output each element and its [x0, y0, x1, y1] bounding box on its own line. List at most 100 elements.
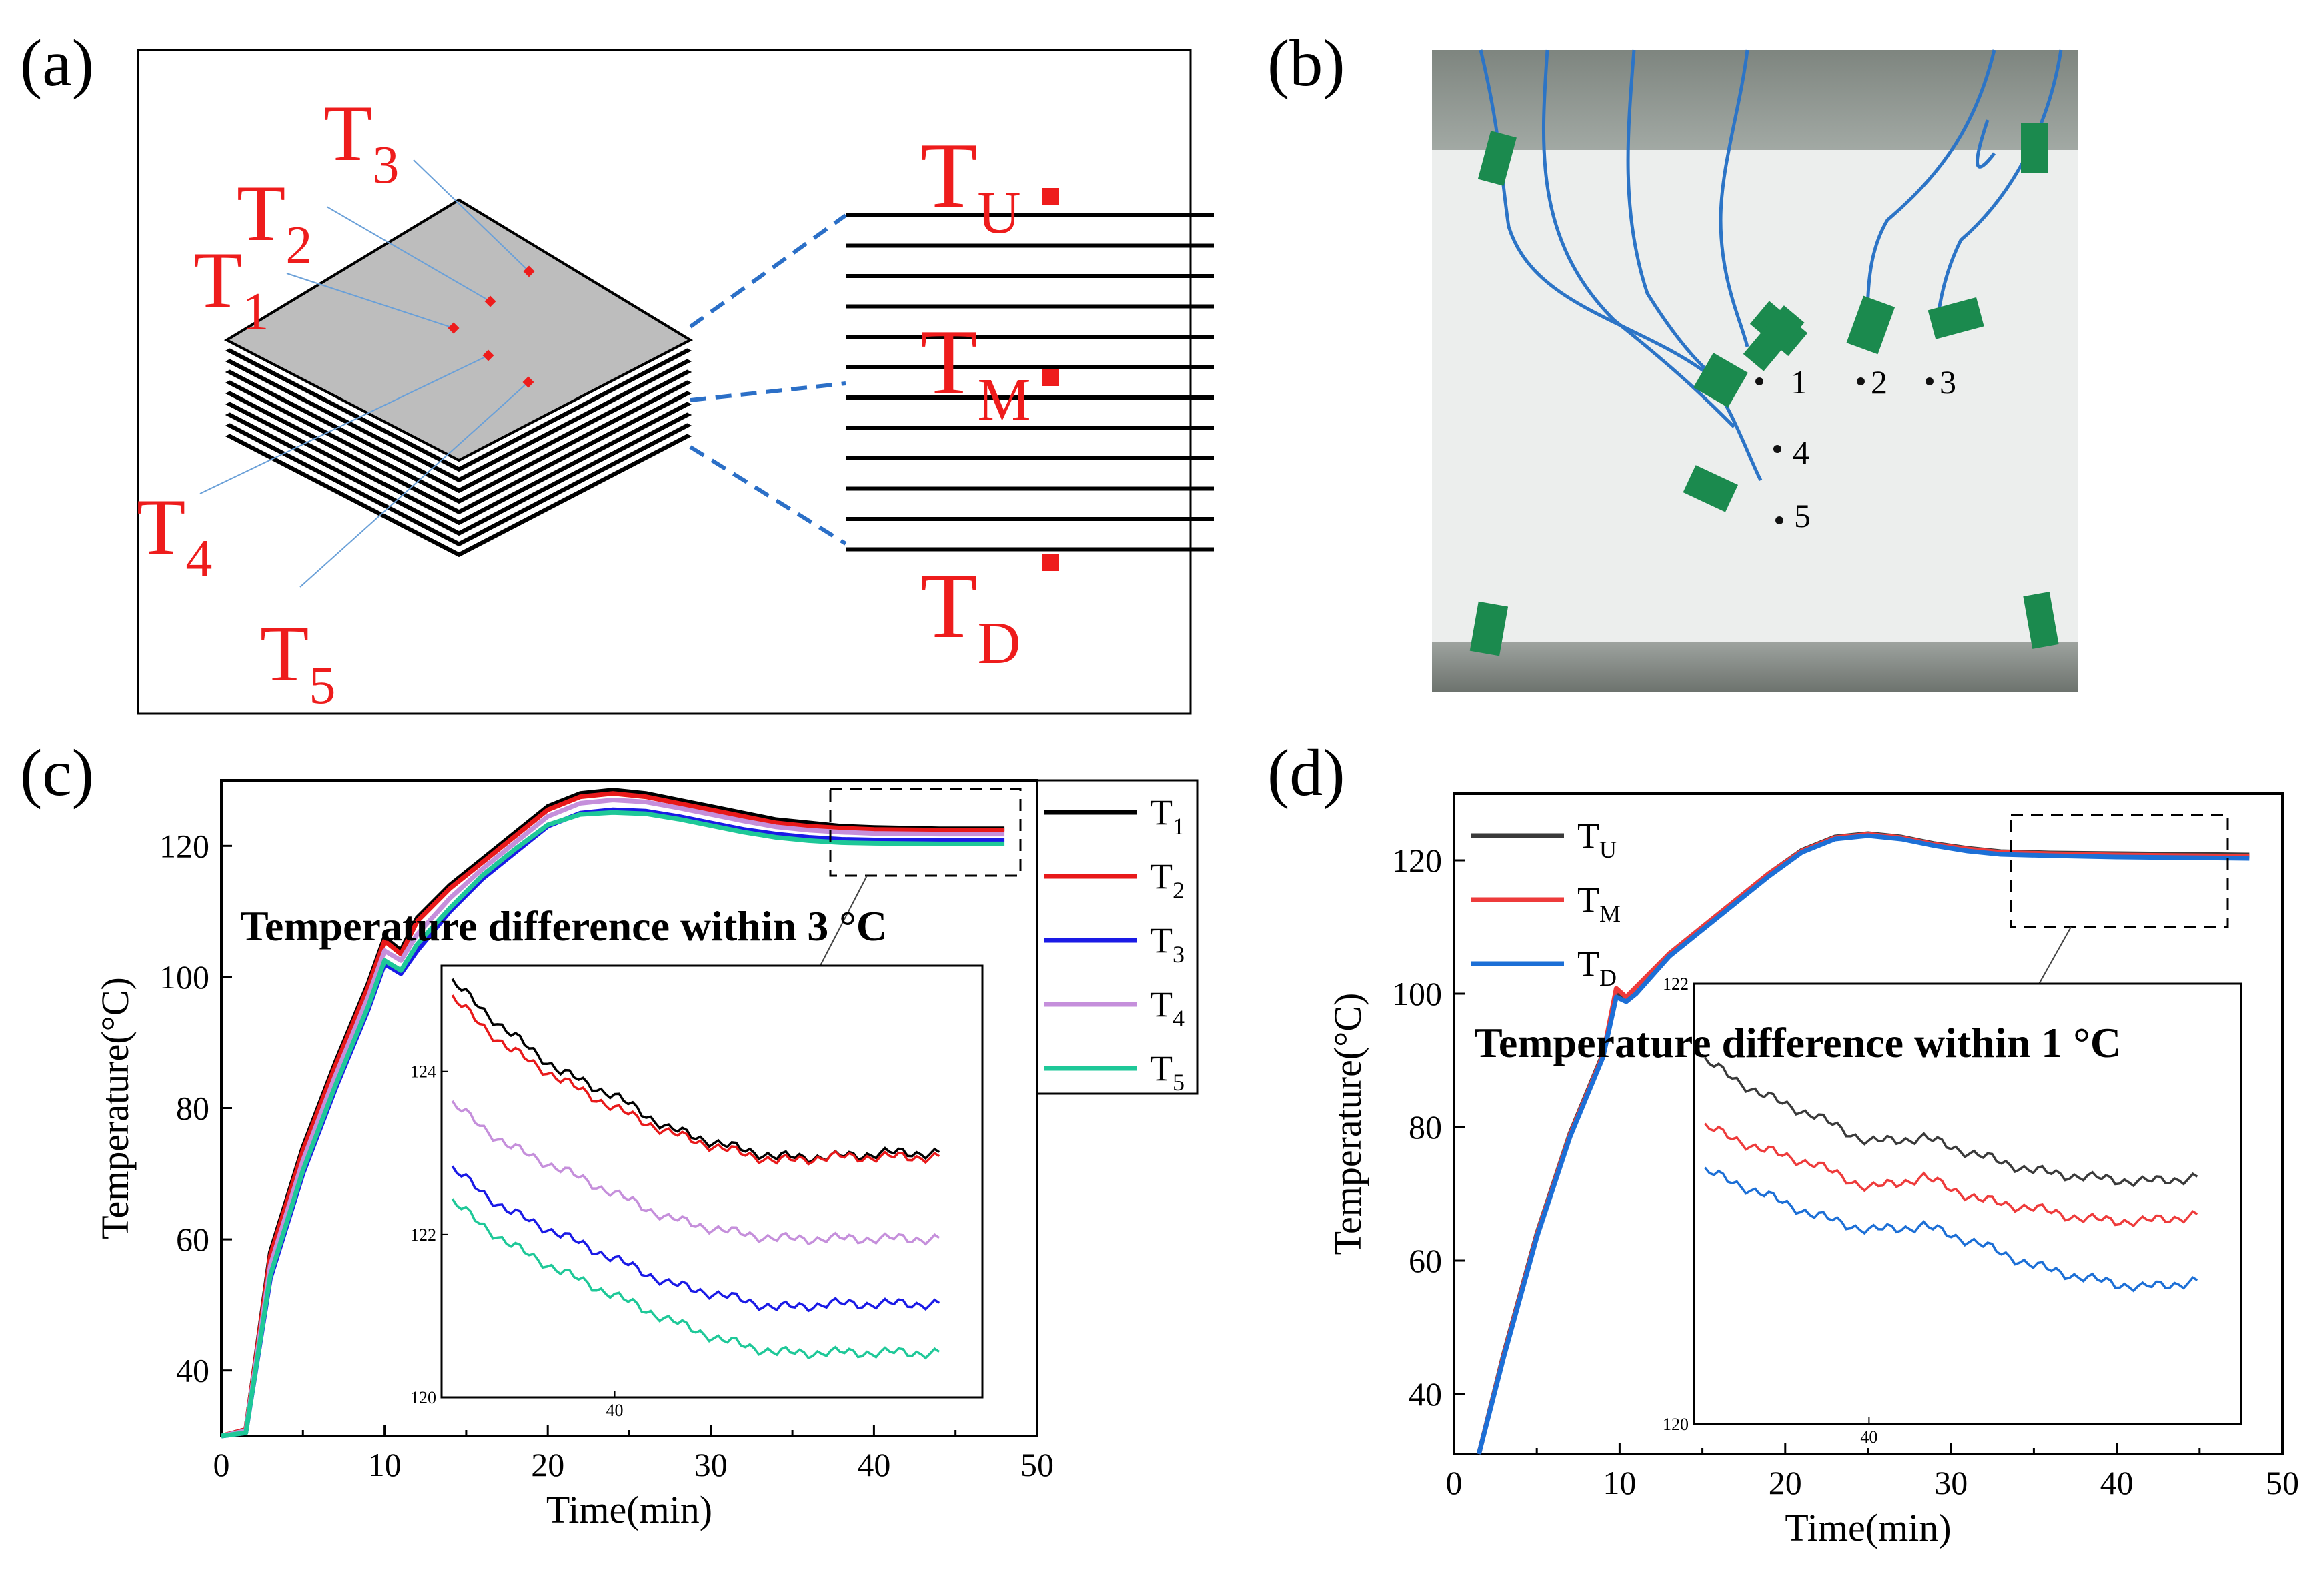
- inset-series-T3: [451, 1165, 940, 1313]
- photo-marker-labels: 1 2 3 4 5: [1791, 363, 1956, 534]
- zoom-dash: [689, 445, 847, 546]
- legend-label-T5: T5: [1150, 1048, 1185, 1096]
- stack-label-1-main: T: [193, 235, 242, 324]
- legend-label-T5-main: T: [1150, 1048, 1173, 1088]
- thermocouple-tips: [1755, 377, 1934, 524]
- x-tick-label: 20: [1769, 1464, 1802, 1501]
- callout-line: [413, 159, 530, 272]
- inset-x-tick-label: 40: [606, 1401, 624, 1420]
- inset-y-tick-label: 122: [1663, 974, 1689, 994]
- legend-label-TM-main: T: [1577, 880, 1599, 920]
- stack-label-2-main: T: [237, 169, 285, 257]
- x-tick-label: 40: [857, 1446, 890, 1483]
- thermocouple-point: [484, 295, 496, 307]
- stack-label-4-main: T: [137, 482, 185, 571]
- callout-line: [326, 206, 491, 302]
- zoom-box: [2010, 814, 2229, 928]
- stack-label-3: T3: [323, 89, 399, 195]
- inset-x-tick-label: 40: [1860, 1427, 1877, 1447]
- y-tick-label: 80: [1409, 1108, 1442, 1146]
- legend-label-T5-sub: 5: [1173, 1069, 1185, 1096]
- layer-label-U-sub: U: [978, 180, 1021, 246]
- stack-label-4-sub: 4: [185, 530, 212, 588]
- layer-label-M-main: T: [920, 311, 978, 414]
- panel-label-b: (b): [1267, 26, 1345, 100]
- layer-point: [1042, 369, 1059, 386]
- laminate-stack: [223, 198, 694, 558]
- inset-series-TU: [1703, 1056, 2198, 1188]
- legend-label-TU-main: T: [1577, 816, 1599, 856]
- photo-marker-5: 5: [1794, 497, 1811, 534]
- chart-c: 0 10 20 30 40 50 40 60 80 100 120 Time(min) Temperat…: [93, 779, 1199, 1531]
- legend-label-T3-sub: 3: [1173, 941, 1185, 968]
- zoom-dash: [690, 381, 846, 402]
- callout-line: [286, 273, 454, 329]
- y-tick-label: 60: [1409, 1242, 1442, 1279]
- inset-series-T4: [451, 1100, 940, 1246]
- series-line-T4: [221, 798, 1005, 1439]
- series-line-TD: [1476, 833, 2250, 1455]
- y-tick-label: 120: [159, 827, 209, 864]
- legend-label-TM-sub: M: [1599, 900, 1621, 927]
- callout-line: [199, 355, 489, 494]
- y-tick-label: 100: [159, 958, 209, 996]
- legend-label-T3-main: T: [1150, 920, 1173, 960]
- stack-label-5: T5: [260, 609, 335, 715]
- legend-label-TM: TM: [1577, 880, 1621, 927]
- photo-background: [1432, 50, 2078, 692]
- legend-label-T4-main: T: [1150, 984, 1173, 1024]
- photo-marker-4: 4: [1793, 434, 1809, 471]
- layer-label-U-main: T: [920, 124, 978, 227]
- x-tick-label: 40: [2100, 1464, 2134, 1501]
- y-tick-label: 40: [1409, 1375, 1442, 1413]
- series-line-T5: [221, 810, 1005, 1439]
- stack-label-3-sub: 3: [372, 136, 399, 195]
- x-tick-label: 10: [368, 1446, 402, 1483]
- layer-detail: [689, 188, 1214, 571]
- photo-bottom-edge: [1432, 642, 2078, 692]
- legend-label-T2-sub: 2: [1173, 877, 1185, 904]
- x-tick-label: 0: [213, 1446, 230, 1483]
- layer-label-D-sub: D: [978, 610, 1021, 676]
- inset-y-tick-label: 122: [410, 1225, 436, 1245]
- panel-a-frame: [137, 49, 1192, 715]
- stack-label-1-sub: 1: [242, 283, 269, 341]
- photo-marker-1: 1: [1791, 363, 1807, 401]
- photo-top-edge: [1432, 50, 2078, 150]
- inset-y-tick-label: 124: [410, 1062, 436, 1082]
- stack-label-5-main: T: [260, 609, 309, 698]
- layer-point: [1042, 554, 1059, 571]
- layer-label-U: TU: [920, 124, 1021, 246]
- stack-label-2-sub: 2: [285, 216, 312, 275]
- inset-frame: [440, 964, 984, 1399]
- stack-label-3-main: T: [323, 89, 372, 177]
- legend-label-T1: T1: [1150, 792, 1185, 840]
- stack-label-5-sub: 5: [309, 656, 335, 715]
- panel-label-a: (a): [20, 26, 94, 100]
- legend-label-TD-main: T: [1577, 944, 1599, 984]
- legend-label-T2: T2: [1150, 856, 1185, 904]
- y-tick-label: 80: [176, 1090, 209, 1127]
- legend-label-T2-main: T: [1150, 856, 1173, 896]
- legend-label-TU-sub: U: [1599, 836, 1617, 863]
- inset-y-tick-label: 120: [410, 1388, 436, 1407]
- legend-frame: [1036, 779, 1199, 1095]
- x-tick-label: 50: [2266, 1464, 2299, 1501]
- series-line-T2: [221, 791, 1005, 1439]
- legend-label-TD-sub: D: [1599, 964, 1617, 991]
- inset-y-tick-label: 120: [1663, 1415, 1689, 1434]
- layer-label-D: TD: [920, 554, 1021, 676]
- x-tick-label: 30: [694, 1446, 728, 1483]
- stack-label-4: T4: [137, 482, 212, 588]
- legend-label-T4-sub: 4: [1173, 1005, 1185, 1032]
- x-tick-label: 20: [531, 1446, 564, 1483]
- legend-label-T4: T4: [1150, 984, 1185, 1032]
- panel-label-d: (d): [1267, 736, 1345, 810]
- x-axis-title: Time(min): [546, 1488, 712, 1531]
- x-tick-label: 0: [1446, 1464, 1463, 1501]
- panel-label-c: (c): [20, 736, 94, 810]
